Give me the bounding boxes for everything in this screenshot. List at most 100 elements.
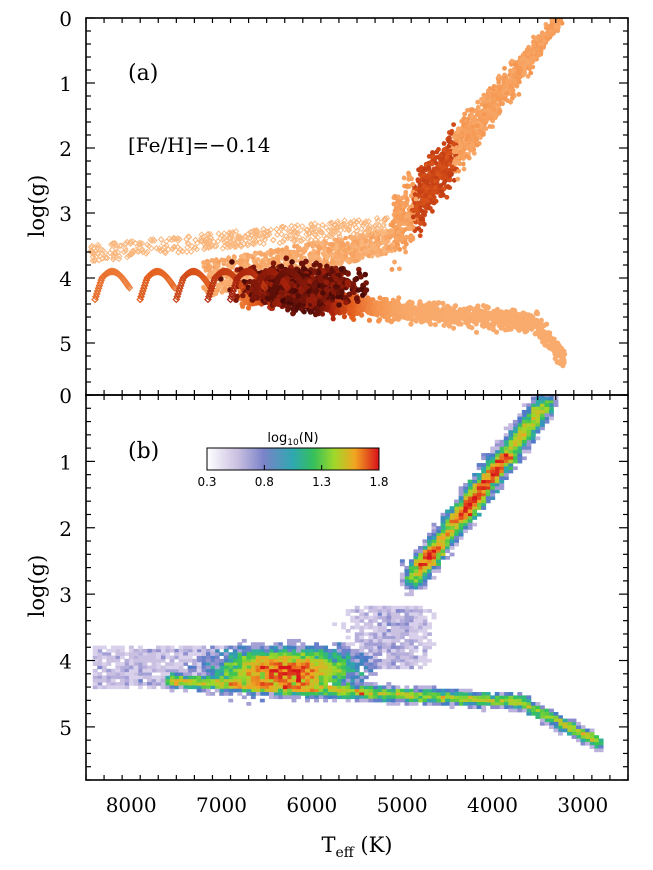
isochrone-point bbox=[538, 45, 544, 51]
isochrone-point bbox=[479, 114, 484, 120]
isochrone-point bbox=[347, 245, 352, 251]
isochrone-point bbox=[352, 249, 358, 255]
isochrone-point bbox=[201, 260, 206, 265]
isochrone-point bbox=[420, 216, 426, 222]
isochrone-point bbox=[541, 322, 547, 329]
isochrone-point bbox=[454, 133, 460, 139]
isochrone-point bbox=[390, 241, 396, 247]
isochrone-point bbox=[531, 49, 537, 55]
isochrone-point bbox=[278, 289, 284, 295]
isochrone-point bbox=[410, 214, 416, 220]
isochrone-diamond bbox=[261, 283, 269, 292]
isochrone-point bbox=[297, 245, 302, 251]
isochrone-point bbox=[440, 300, 446, 306]
isochrone-point bbox=[392, 259, 397, 265]
isochrone-diamond bbox=[238, 283, 247, 292]
isochrone-point bbox=[229, 259, 235, 265]
isochrone-point bbox=[403, 241, 409, 247]
isochrone-point bbox=[389, 267, 395, 272]
isochrone-point bbox=[298, 306, 305, 312]
isochrone-diamond bbox=[283, 283, 292, 292]
isochrone-point bbox=[349, 236, 355, 241]
isochrone-point bbox=[465, 133, 471, 139]
isochrone-point bbox=[494, 329, 500, 335]
isochrone-point bbox=[209, 270, 215, 276]
isochrone-point bbox=[244, 297, 250, 303]
isochrone-point bbox=[363, 287, 370, 293]
isochrone-point bbox=[411, 208, 417, 214]
isochrone-point bbox=[312, 296, 318, 303]
isochrone-point bbox=[447, 177, 453, 183]
isochrone-point bbox=[330, 316, 336, 322]
isochrone-point bbox=[554, 340, 561, 346]
isochrone-point bbox=[311, 300, 317, 307]
isochrone-point bbox=[401, 217, 407, 223]
isochrone-point bbox=[318, 277, 324, 284]
isochrone-point bbox=[216, 259, 222, 265]
isochrone-point bbox=[451, 149, 457, 155]
isochrone-point bbox=[317, 246, 323, 251]
isochrone-point bbox=[385, 315, 391, 321]
isochrone-point bbox=[458, 321, 464, 327]
isochrone-point bbox=[271, 301, 278, 307]
isochrone-point bbox=[438, 189, 444, 195]
isochrone-point bbox=[330, 294, 336, 301]
isochrone-point bbox=[512, 319, 518, 326]
isochrone-point bbox=[473, 329, 480, 335]
isochrone-point bbox=[304, 242, 309, 248]
isochrone-point bbox=[310, 241, 316, 246]
isochrone-point bbox=[397, 246, 403, 252]
isochrone-point bbox=[252, 252, 258, 258]
isochrone-point bbox=[382, 249, 387, 255]
isochrone-point bbox=[301, 246, 307, 252]
isochrone-point bbox=[320, 290, 326, 296]
isochrone-point bbox=[498, 85, 503, 91]
isochrone-point bbox=[457, 307, 463, 313]
isochrone-point bbox=[334, 308, 340, 314]
isochrone-point bbox=[224, 258, 230, 263]
isochrone-point bbox=[451, 309, 457, 315]
isochrone-point bbox=[384, 301, 390, 308]
isochrone-point bbox=[516, 77, 521, 83]
isochrone-point bbox=[477, 128, 483, 134]
isochrone-point bbox=[458, 144, 464, 150]
isochrone-point bbox=[461, 122, 467, 128]
isochrone-point bbox=[481, 95, 487, 100]
isochrone-point bbox=[372, 235, 378, 240]
isochrone-point bbox=[516, 91, 522, 97]
isochrone-point bbox=[403, 214, 409, 219]
isochrone-point bbox=[430, 154, 436, 160]
isochrone-point bbox=[436, 309, 443, 315]
isochrone-point bbox=[295, 252, 300, 258]
isochrone-point bbox=[313, 288, 320, 294]
isochrone-point bbox=[462, 111, 468, 117]
isochrone-point bbox=[313, 253, 319, 259]
isochrone-point bbox=[324, 263, 330, 270]
isochrone-point bbox=[406, 176, 412, 182]
isochrone-point bbox=[289, 306, 296, 312]
isochrone-point bbox=[403, 249, 409, 255]
isochrone-point bbox=[377, 306, 383, 312]
isochrone-point bbox=[465, 107, 470, 113]
isochrone-point bbox=[469, 325, 475, 331]
isochrone-point bbox=[505, 98, 511, 104]
isochrone-diamond bbox=[301, 283, 310, 292]
isochrone-point bbox=[425, 198, 430, 204]
isochrone-point bbox=[293, 298, 300, 304]
isochrone-point bbox=[517, 59, 523, 65]
isochrone-point bbox=[278, 263, 285, 270]
isochrone-point bbox=[418, 315, 424, 321]
isochrone-point bbox=[349, 314, 355, 320]
isochrone-point bbox=[287, 253, 293, 259]
isochrone-point bbox=[454, 160, 460, 166]
isochrone-point bbox=[441, 141, 447, 146]
isochrone-point bbox=[471, 130, 477, 135]
isochrone-point bbox=[525, 58, 530, 64]
isochrone-point bbox=[367, 309, 373, 315]
isochrone-point bbox=[317, 262, 323, 269]
isochrone-point bbox=[258, 264, 263, 269]
isochrone-point bbox=[396, 308, 402, 315]
isochrone-point bbox=[518, 318, 524, 325]
isochrone-point bbox=[314, 308, 321, 315]
isochrone-point bbox=[345, 241, 350, 246]
